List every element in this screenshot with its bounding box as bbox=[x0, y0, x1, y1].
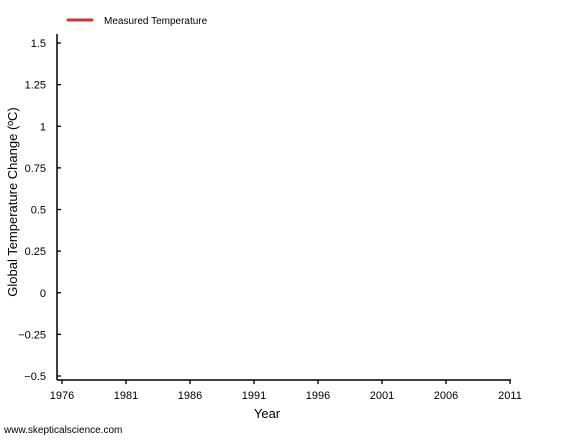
x-tick-label: 1986 bbox=[178, 390, 202, 402]
y-tick-label: −0.5 bbox=[24, 371, 46, 383]
x-axis-title: Year bbox=[254, 406, 281, 421]
y-tick-label: 0.5 bbox=[31, 205, 46, 217]
y-tick-label: 0.75 bbox=[25, 163, 46, 175]
y-ticks: 1.5 1.25 1 0.75 0.5 0.25 0 −0.25 −0.5 bbox=[18, 38, 61, 383]
x-tick-label: 1981 bbox=[114, 390, 138, 402]
y-tick-label: 0.25 bbox=[25, 246, 46, 258]
x-tick-label: 2011 bbox=[498, 390, 522, 402]
y-tick-label: −0.25 bbox=[18, 329, 46, 341]
legend-label-measured-temperature: Measured Temperature bbox=[104, 16, 208, 27]
y-axis-title: Global Temperature Change (ºC) bbox=[5, 107, 20, 297]
x-ticks: 1976 1981 1986 1991 1996 2001 2006 2011 bbox=[50, 380, 522, 402]
x-tick-label: 1991 bbox=[242, 390, 266, 402]
x-tick-label: 2006 bbox=[434, 390, 458, 402]
y-tick-label: 1.5 bbox=[31, 38, 46, 50]
y-tick-label: 1.25 bbox=[25, 80, 46, 92]
source-credit: www.skepticalscience.com bbox=[3, 425, 122, 436]
legend: Measured Temperature bbox=[66, 16, 208, 27]
x-tick-label: 2001 bbox=[370, 390, 394, 402]
x-tick-label: 1976 bbox=[50, 390, 74, 402]
y-tick-label: 1 bbox=[40, 121, 46, 133]
y-tick-label: 0 bbox=[40, 288, 46, 300]
x-tick-label: 1996 bbox=[306, 390, 330, 402]
